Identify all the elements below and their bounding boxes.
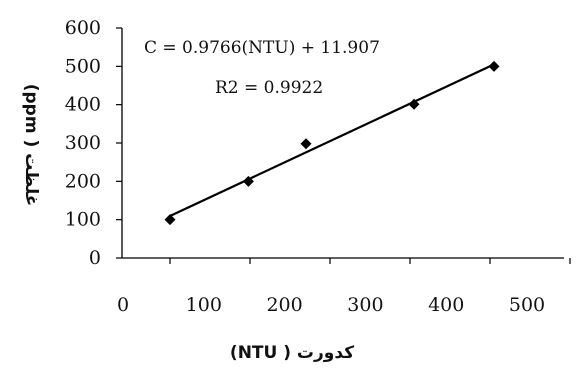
trendline <box>169 63 495 217</box>
x-tick-label: 300 <box>347 294 383 316</box>
y-axis-title: غلظت ( ppm) <box>21 84 41 207</box>
x-tick-label: 100 <box>186 294 222 316</box>
data-points <box>164 60 500 226</box>
y-tick-label: 100 <box>65 209 101 231</box>
y-tick-label: 200 <box>65 170 101 192</box>
data-point <box>488 60 500 72</box>
x-tick-label: 200 <box>266 294 302 316</box>
equation-label: C = 0.9766(NTU) + 11.907 <box>144 38 380 58</box>
y-tick-label: 400 <box>65 94 101 116</box>
x-axis-title: كدورت ( NTU) <box>230 343 354 363</box>
data-point <box>164 214 176 226</box>
y-tick-label: 0 <box>89 247 101 269</box>
y-tick-label: 300 <box>65 132 101 154</box>
x-tick-label: 500 <box>509 294 545 316</box>
x-tick-label: 400 <box>428 294 464 316</box>
r2-label: R2 = 0.9922 <box>215 78 323 98</box>
x-tick-label: 0 <box>117 294 129 316</box>
y-axis-group: 0 100 200 300 400 500 600 <box>65 17 123 269</box>
data-point <box>300 138 312 150</box>
data-point <box>242 175 254 187</box>
y-tick-label: 500 <box>65 55 101 77</box>
data-point <box>408 98 420 110</box>
y-ticks: 0 100 200 300 400 500 600 <box>65 17 122 269</box>
y-tick-label: 600 <box>65 17 101 39</box>
trendline-group <box>169 63 495 217</box>
